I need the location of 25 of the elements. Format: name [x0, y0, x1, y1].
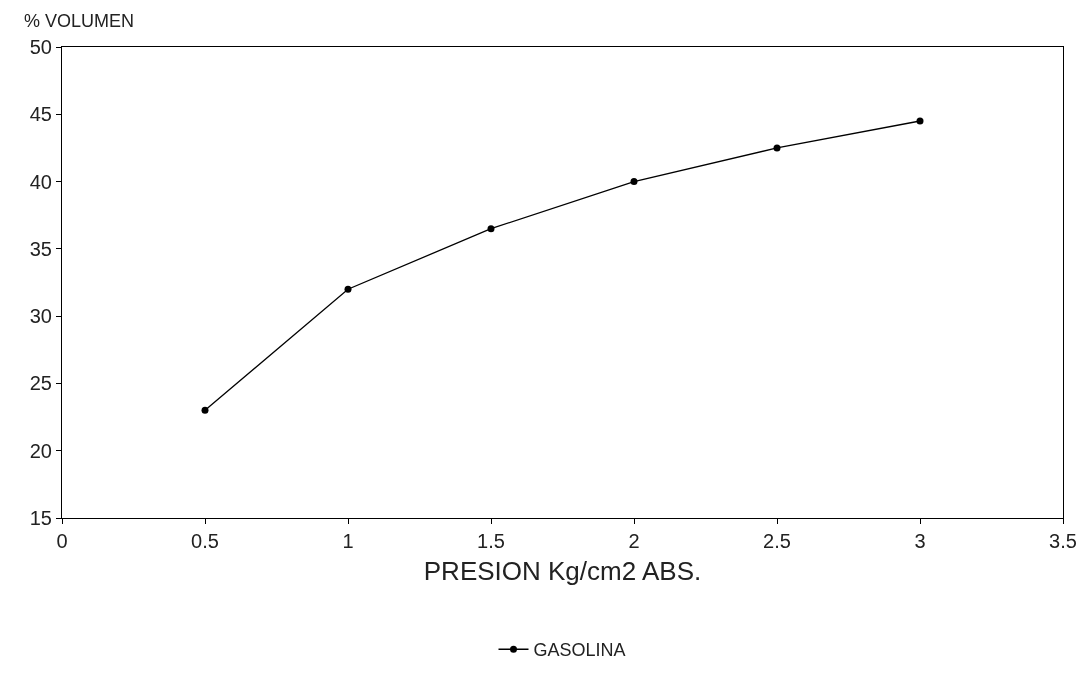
x-axis-title: PRESION Kg/cm2 ABS.: [423, 555, 702, 586]
legend-label: GASOLINA: [533, 640, 626, 661]
point: [201, 406, 209, 414]
y-tick-label: 45: [29, 103, 52, 126]
x-tick-label: 0.5: [191, 530, 219, 552]
point: [487, 225, 495, 233]
y-axis-title: % VOLUMEN: [24, 11, 135, 31]
x-tick-label: 1: [342, 530, 354, 552]
y-tick-label: 50: [29, 36, 52, 58]
y-tick-label: 20: [29, 439, 52, 462]
x-tick-label: 1.5: [477, 530, 505, 552]
y-tick-label: 25: [29, 372, 52, 395]
point: [916, 117, 924, 125]
x-tick-label: 0: [56, 530, 68, 552]
y-tick-label: 40: [29, 170, 52, 193]
y-tick-label: 15: [29, 507, 52, 529]
y-tick-label: 35: [29, 237, 52, 260]
point: [344, 285, 352, 293]
x-tick-label: 2: [628, 530, 640, 552]
x-tick-label: 3: [914, 530, 926, 552]
y-tick-label: 30: [29, 305, 52, 328]
x-tick-label: 2.5: [763, 530, 791, 552]
point: [773, 144, 781, 152]
point: [630, 178, 638, 186]
x-tick-label: 3.5: [1049, 530, 1077, 552]
